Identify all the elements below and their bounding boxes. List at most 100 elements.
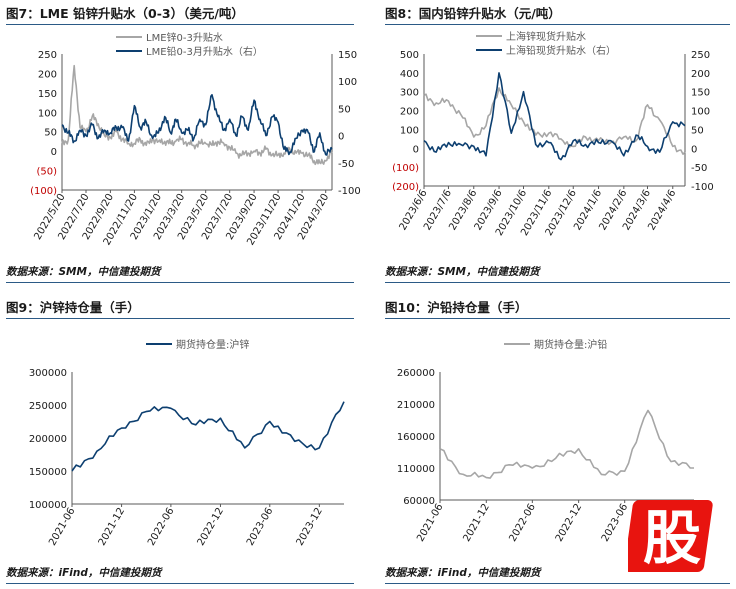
y-right-tick-label: 250 <box>691 50 710 61</box>
x-tick-label: 2022/11/20 <box>102 192 140 247</box>
y-tick-label: 110000 <box>397 464 435 475</box>
y-right-tick-label: -100 <box>691 182 714 193</box>
legend-label: 期货持仓量:沪锌 <box>176 338 249 351</box>
y-tick-label: 300 <box>400 88 419 99</box>
y-right-tick-label: -50 <box>691 163 707 174</box>
y-right-tick-label: -100 <box>338 186 361 197</box>
x-tick-label: 2024/1/20 <box>273 192 308 242</box>
y-tick-label: 400 <box>400 69 419 80</box>
y-tick-label: 210000 <box>397 400 435 411</box>
y-tick-label: 250 <box>38 50 57 61</box>
fig8-caption: 图8：国内铅锌升贴水（元/吨） <box>385 6 561 21</box>
y-tick-label: 500 <box>400 50 419 61</box>
x-tick-label: 2024/3/20 <box>296 192 331 242</box>
fig10-rule <box>385 318 730 319</box>
y-right-tick-label: 150 <box>691 88 710 99</box>
y-tick-label: 100000 <box>29 500 67 511</box>
y-tick-label: 60000 <box>403 496 435 507</box>
y-tick-label: 100 <box>400 125 419 136</box>
y-right-tick-label: 50 <box>338 104 351 115</box>
watermark-bg <box>628 500 713 572</box>
watermark-stamp: 股 <box>628 500 713 572</box>
x-tick-label: 2022-06 <box>146 506 176 548</box>
legend-label: LME锌0-3升贴水 <box>146 31 223 44</box>
x-tick-label: 2023/6/6 <box>398 188 430 232</box>
y-tick-label: 50 <box>44 128 57 139</box>
fig9-rule <box>6 318 354 319</box>
y-tick-label: (200) <box>392 182 419 193</box>
x-tick-label: 2023/11/20 <box>245 192 283 247</box>
watermark-text: 股 <box>643 504 701 572</box>
x-tick-label: 2021-12 <box>461 502 491 544</box>
x-tick-label: 2023/10/6 <box>494 188 529 238</box>
x-tick-label: 2022-12 <box>196 506 226 548</box>
y-tick-label: 160000 <box>397 432 435 443</box>
y-right-tick-label: 50 <box>691 125 704 136</box>
y-tick-label: 150000 <box>29 467 67 478</box>
y-tick-label: 0 <box>413 144 419 155</box>
fig7-bottom-rule <box>6 282 354 283</box>
y-right-tick-label: 100 <box>338 77 357 88</box>
y-tick-label: 200 <box>400 107 419 118</box>
x-tick-label: 2022/5/20 <box>32 192 67 242</box>
x-tick-label: 2022-12 <box>554 502 584 544</box>
x-tick-label: 2022/7/20 <box>56 192 91 242</box>
x-tick-label: 2023/3/20 <box>152 192 187 242</box>
x-tick-label: 2023-12 <box>295 506 325 548</box>
y-right-tick-label: 100 <box>691 107 710 118</box>
fig8-bottom-rule <box>385 282 730 283</box>
x-tick-label: 2021-06 <box>415 502 445 544</box>
legend-label: 上海锌现货升贴水 <box>506 30 586 43</box>
x-tick-label: 2023/8/6 <box>447 188 479 232</box>
y-tick-label: 0 <box>51 147 57 158</box>
x-tick-label: 2024/3/6 <box>621 188 653 232</box>
y-right-tick-label: 200 <box>691 69 710 80</box>
series-line <box>61 64 333 166</box>
fig7-caption: 图7：LME 铅锌升贴水（0-3）（美元/吨） <box>6 6 244 21</box>
x-tick-label: 2023/7/6 <box>422 188 454 232</box>
x-tick-label: 2022/9/20 <box>81 192 116 242</box>
fig7-rule <box>6 24 354 25</box>
y-tick-label: (100) <box>392 163 419 174</box>
series-line <box>71 401 345 472</box>
fig9-source: 数据来源：iFind，中信建投期货 <box>6 567 162 579</box>
x-tick-label: 2023/7/20 <box>200 192 235 242</box>
y-tick-label: (50) <box>36 167 57 178</box>
x-tick-label: 2023-06 <box>600 502 630 544</box>
x-tick-label: 2024/4/6 <box>646 188 678 232</box>
x-tick-label: 2023/1/20 <box>129 192 164 242</box>
y-tick-label: 200 <box>38 69 57 80</box>
y-tick-label: 250000 <box>29 401 67 412</box>
x-tick-label: 2023/9/6 <box>473 188 505 232</box>
y-tick-label: 300000 <box>29 368 67 379</box>
series-line <box>423 72 686 161</box>
x-tick-label: 2023-06 <box>245 506 275 548</box>
series-line <box>61 94 333 156</box>
x-tick-label: 2024/1/6 <box>572 188 604 232</box>
y-tick-label: 200000 <box>29 434 67 445</box>
series-line <box>423 87 686 155</box>
y-right-tick-label: -50 <box>338 159 354 170</box>
x-tick-label: 2024/2/6 <box>597 188 629 232</box>
y-tick-label: 150 <box>38 89 57 100</box>
y-right-tick-label: 0 <box>691 144 697 155</box>
fig9-caption: 图9：沪锌持仓量（手） <box>6 300 140 315</box>
x-tick-label: 2023/5/20 <box>176 192 211 242</box>
fig9-bottom-rule <box>6 583 354 584</box>
x-tick-label: 2023/11/6 <box>519 188 554 238</box>
x-tick-label: 2023/12/6 <box>544 188 579 238</box>
y-tick-label: (100) <box>30 186 57 197</box>
series-line <box>439 409 694 479</box>
x-tick-label: 2021-06 <box>47 506 77 548</box>
y-tick-label: 100 <box>38 108 57 119</box>
fig10-caption: 图10：沪铅持仓量（手） <box>385 300 528 315</box>
legend-label: 期货持仓量:沪铅 <box>534 338 607 351</box>
legend-label: LME铅0-3月升贴水（右） <box>146 45 263 58</box>
fig8-rule <box>385 24 730 25</box>
fig10-bottom-rule <box>385 583 730 584</box>
y-right-tick-label: 150 <box>338 50 357 61</box>
